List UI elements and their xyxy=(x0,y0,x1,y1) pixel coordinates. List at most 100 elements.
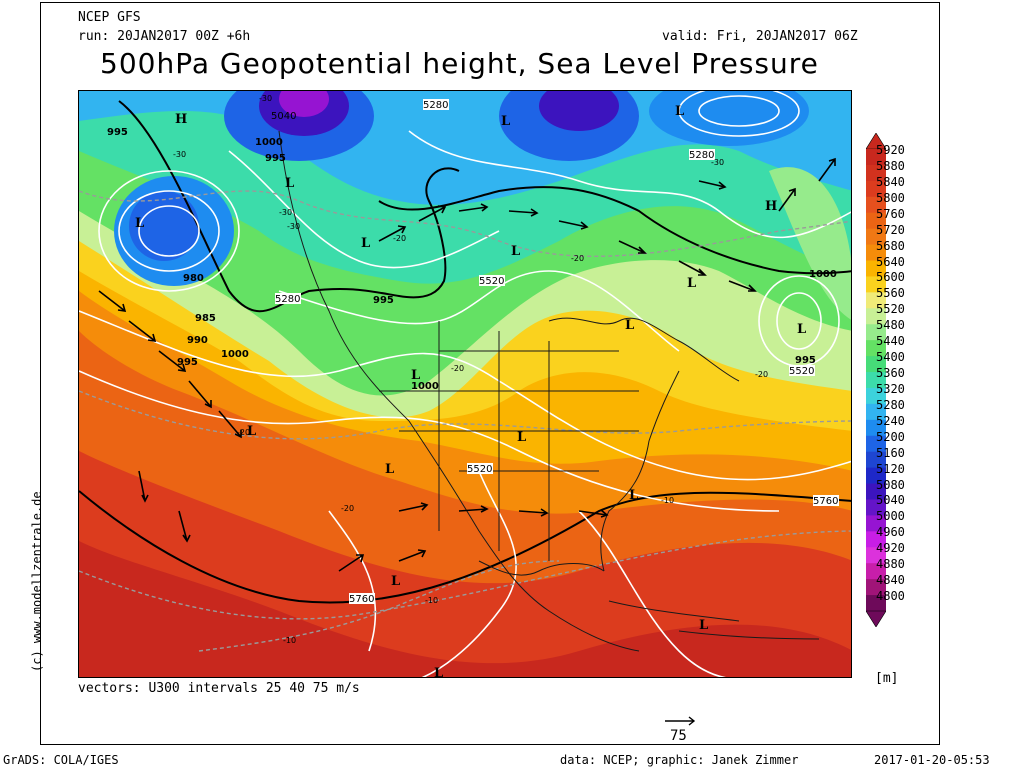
colorbar xyxy=(866,133,886,627)
temp-label: -20 xyxy=(755,370,768,379)
chart-title: 500hPa Geopotential height, Sea Level Pr… xyxy=(100,47,819,80)
colorbar-tick-label: 4840 xyxy=(876,573,905,588)
temp-label: -30 xyxy=(173,150,186,159)
colorbar-swatch xyxy=(866,164,886,182)
colorbar-tick-label: 5800 xyxy=(876,190,905,205)
colorbar-swatch xyxy=(866,499,886,516)
temp-label: -30 xyxy=(279,208,292,217)
colorbar-tick-label: 5600 xyxy=(876,270,905,285)
colorbar-swatch xyxy=(866,276,886,293)
colorbar-swatch xyxy=(866,435,886,453)
isobar-label: 985 xyxy=(195,313,216,324)
pressure-center-label: L xyxy=(511,244,520,259)
colorbar-tick-label: 5040 xyxy=(876,493,905,508)
height-label: 5280 xyxy=(689,150,714,161)
colorbar-swatch xyxy=(866,149,886,166)
colorbar-tick-label: 5920 xyxy=(876,143,905,157)
height-label: 5520 xyxy=(467,464,492,475)
site-credit: (c) www.modellzentrale.de xyxy=(30,491,44,672)
isobar-label: 1000 xyxy=(411,381,439,392)
isobar-label: 1000 xyxy=(255,137,283,148)
isobar-label: 995 xyxy=(177,357,198,368)
colorbar-tick-label: 5640 xyxy=(876,254,905,269)
colorbar-unit: [m] xyxy=(875,671,899,686)
plot-frame xyxy=(40,2,940,745)
temp-label: -10 xyxy=(283,636,296,645)
pressure-center-label: L xyxy=(247,424,256,439)
temp-label: -10 xyxy=(425,596,438,605)
colorbar-tick-label: 5680 xyxy=(876,238,905,253)
colorbar-tick-label: 5160 xyxy=(876,445,905,460)
height-contour-5520 xyxy=(378,186,851,275)
pressure-center-label: L xyxy=(629,488,638,503)
coastline-group xyxy=(278,130,820,652)
colorbar-tick-label: 5120 xyxy=(876,461,905,476)
colorbar-swatch xyxy=(866,356,886,373)
isobar-label: 990 xyxy=(187,335,208,346)
colorbar-bottom-arrow xyxy=(866,610,886,627)
height-label: 5760 xyxy=(813,496,838,507)
colorbar-swatch xyxy=(866,451,886,469)
colorbar-swatch xyxy=(866,260,886,277)
vectors-note: vectors: U300 intervals 25 40 75 m/s xyxy=(78,681,360,696)
low-core xyxy=(539,91,619,131)
valid-time: valid: Fri, 20JAN2017 06Z xyxy=(662,29,858,44)
temperature-labels: -30 -30 -30 -20 -20 -20 -20 -10 -10 -10 … xyxy=(173,94,768,645)
isobar-label: 995 xyxy=(107,127,128,138)
height-label: 5040 xyxy=(271,111,296,122)
footer-timestamp: 2017-01-20-05:53 xyxy=(874,753,990,767)
pressure-center-label: L xyxy=(517,430,526,445)
pressure-center-label: L xyxy=(501,114,510,129)
temp-label: -20 xyxy=(393,234,406,243)
colorbar-swatch xyxy=(866,531,886,548)
pressure-center-label: L xyxy=(625,318,634,333)
colorbar-tick-label: 5000 xyxy=(876,509,905,524)
pressure-center-label: L xyxy=(391,574,400,589)
temp-label: -20 xyxy=(451,364,464,373)
colorbar-swatch xyxy=(866,563,886,580)
height-contour-5520 xyxy=(118,100,460,313)
isobar-label: 995 xyxy=(795,355,816,366)
colorbar-swatch xyxy=(866,372,886,389)
isobar-label: 980 xyxy=(183,273,204,284)
height-label: 5520 xyxy=(479,276,504,287)
height-label: 5280 xyxy=(423,100,448,111)
colorbar-tick-label: 5320 xyxy=(876,381,905,396)
height-label: 5520 xyxy=(789,366,814,377)
colorbar-tick-label: 4920 xyxy=(876,541,905,556)
colorbar-tick-label: 4880 xyxy=(876,557,905,572)
colorbar-tick-label: 5880 xyxy=(876,158,905,173)
colorbar-tick-label: 5360 xyxy=(876,366,905,381)
colorbar-swatch xyxy=(866,292,886,309)
weather-map: H H L L L L L L L L L L L L L L L L L 99… xyxy=(78,90,852,678)
temp-label: -10 xyxy=(661,496,674,505)
pressure-center-label: L xyxy=(434,666,443,678)
footer-credit: data: NCEP; graphic: Janek Zimmer xyxy=(560,753,799,767)
height-labels: 5280 5040 5280 5280 5520 5520 5520 5760 … xyxy=(271,99,839,605)
colorbar-tick-label: 5520 xyxy=(876,302,905,317)
colorbar-tick-label: 5840 xyxy=(876,174,905,189)
colorbar-tick-label: 5440 xyxy=(876,334,905,349)
colorbar-swatch xyxy=(866,387,886,405)
colorbar-tick-label: 5560 xyxy=(876,286,905,301)
reference-vector-value: 75 xyxy=(670,728,687,744)
colorbar-tick-label: 5280 xyxy=(876,397,905,412)
temp-label: -30 xyxy=(711,158,724,167)
isobar-label: 995 xyxy=(265,153,286,164)
height-label: 5760 xyxy=(349,594,374,605)
temp-label: -20 xyxy=(341,504,354,513)
colorbar-swatch xyxy=(866,515,886,532)
pressure-center-label: H xyxy=(175,112,187,127)
model-name: NCEP GFS xyxy=(78,10,141,25)
temp-label: -20 xyxy=(237,428,250,437)
colorbar-tick-label: 5760 xyxy=(876,206,905,221)
pressure-center-label: H xyxy=(765,199,777,214)
colorbar-tick-label: 5720 xyxy=(876,222,905,237)
colorbar-swatch xyxy=(866,196,886,214)
reference-vector-arrow xyxy=(665,716,696,726)
pressure-center-label: L xyxy=(135,216,144,231)
wind-vectors xyxy=(98,157,836,572)
colorbar-swatch xyxy=(866,467,886,485)
pressure-center-label: L xyxy=(675,104,684,119)
colorbar-tick-label: 5080 xyxy=(876,477,905,492)
